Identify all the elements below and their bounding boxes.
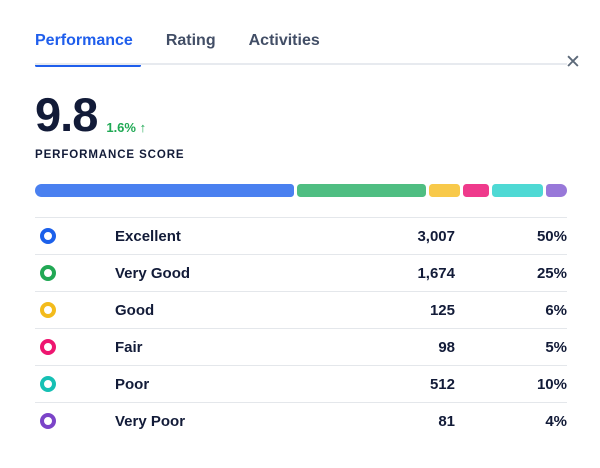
tab-activities-label: Activities <box>248 32 320 49</box>
active-tab-indicator <box>35 64 141 67</box>
category-label: Poor <box>115 375 150 393</box>
performance-score-value: 9.8 <box>35 88 98 141</box>
score-distribution-bar <box>35 184 567 197</box>
fair-ring-icon <box>40 339 56 355</box>
table-row-very-good: Very Good 1,674 25% <box>35 254 567 291</box>
score-block: 9.8 1.6% ↑ <box>35 91 567 138</box>
category-percent: 4% <box>545 412 567 430</box>
table-row-poor: Poor 512 10% <box>35 365 567 402</box>
very-poor-ring-icon <box>40 413 56 429</box>
category-count: 98 <box>438 338 455 356</box>
close-button[interactable]: ✕ <box>562 52 584 74</box>
table-row-good: Good 125 6% <box>35 291 567 328</box>
bar-segment-very-good <box>296 184 426 197</box>
category-count: 125 <box>429 301 455 319</box>
close-icon: ✕ <box>565 52 581 73</box>
category-label: Fair <box>115 338 143 356</box>
tab-rating-label: Rating <box>165 32 216 49</box>
excellent-ring-icon <box>40 228 56 244</box>
bar-segment-fair <box>462 184 489 197</box>
table-row-excellent: Excellent 3,007 50% <box>35 217 567 254</box>
good-ring-icon <box>40 302 56 318</box>
tab-activities[interactable]: Activities <box>249 32 320 65</box>
bar-segment-excellent <box>35 184 294 197</box>
category-percent: 10% <box>536 375 567 393</box>
category-percent: 6% <box>545 301 567 319</box>
tab-rating[interactable]: Rating <box>166 32 216 65</box>
table-row-very-poor: Very Poor 81 4% <box>35 402 567 439</box>
category-label: Very Good <box>115 264 191 282</box>
category-percent: 5% <box>545 338 567 356</box>
category-count: 3,007 <box>417 227 455 245</box>
tab-performance[interactable]: Performance <box>35 32 141 67</box>
performance-panel: ✕ Performance Rating Activities 9.8 1.6%… <box>0 32 600 468</box>
bar-segment-poor <box>491 184 544 197</box>
category-count: 1,674 <box>417 264 455 282</box>
category-count: 512 <box>429 375 455 393</box>
category-label: Excellent <box>115 227 181 245</box>
category-count: 81 <box>438 412 455 430</box>
table-row-fair: Fair 98 5% <box>35 328 567 365</box>
category-percent: 25% <box>536 264 567 282</box>
category-label: Very Poor <box>115 412 186 430</box>
tab-bar: Performance Rating Activities <box>35 32 567 67</box>
score-delta: 1.6% ↑ <box>106 120 147 135</box>
tab-performance-label: Performance <box>35 32 133 49</box>
category-percent: 50% <box>536 227 567 245</box>
category-label: Good <box>115 301 155 319</box>
very-good-ring-icon <box>40 265 56 281</box>
bar-segment-very-poor <box>546 184 567 197</box>
bar-segment-good <box>428 184 460 197</box>
distribution-table: Excellent 3,007 50% Very Good 1,674 25% … <box>35 217 567 439</box>
performance-score-label: PERFORMANCE SCORE <box>35 149 185 161</box>
tab-underline-track <box>35 63 567 65</box>
poor-ring-icon <box>40 376 56 392</box>
